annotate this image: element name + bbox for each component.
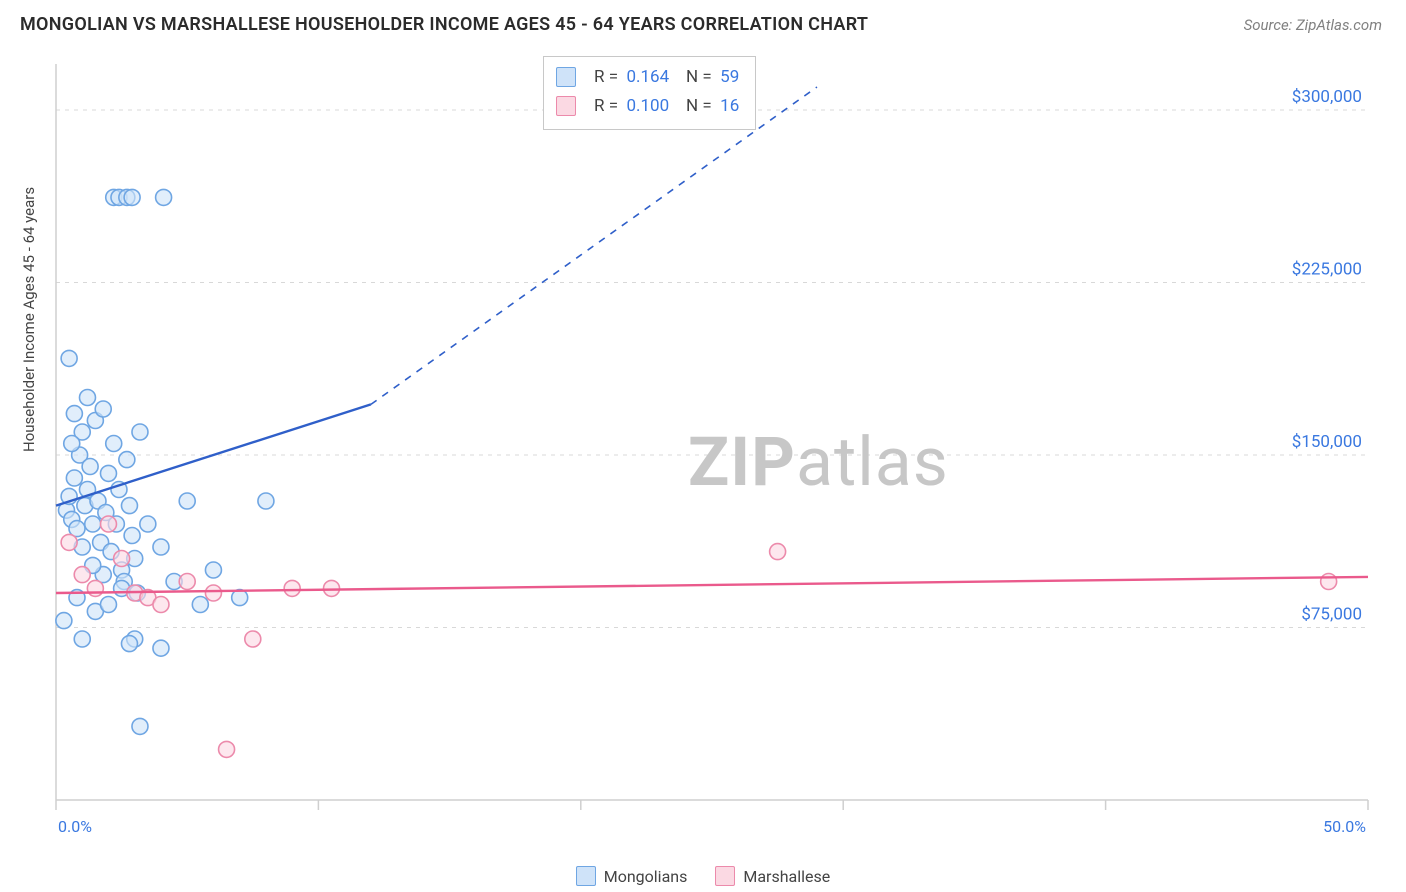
legend-label: Marshallese xyxy=(743,867,830,886)
svg-text:0.0%: 0.0% xyxy=(58,817,92,836)
legend-label: Mongolians xyxy=(604,867,688,886)
bottom-legend: Mongolians Marshallese xyxy=(0,866,1406,886)
legend-swatch xyxy=(556,96,576,116)
scatter-plot: $75,000 $150,000 $225,000 $300,000 0.0% 50.0% xyxy=(48,52,1384,840)
svg-text:$150,000: $150,000 xyxy=(1292,432,1362,452)
chart-area: Householder Income Ages 45 - 64 years $7… xyxy=(48,52,1384,840)
svg-text:$75,000: $75,000 xyxy=(1301,605,1362,625)
legend-swatch xyxy=(576,866,596,886)
source-credit: Source: ZipAtlas.com xyxy=(1244,16,1382,34)
legend-item: Marshallese xyxy=(715,866,830,886)
legend-item: Mongolians xyxy=(576,866,688,886)
stats-row: R = 0.164 N = 59 xyxy=(556,63,739,92)
legend-swatch xyxy=(715,866,735,886)
stats-box: R = 0.164 N = 59R = 0.100 N = 16 xyxy=(543,56,756,130)
svg-text:$300,000: $300,000 xyxy=(1292,87,1362,107)
svg-text:50.0%: 50.0% xyxy=(1323,817,1366,836)
stats-text: R = 0.100 N = 16 xyxy=(594,92,739,121)
chart-title: MONGOLIAN VS MARSHALLESE HOUSEHOLDER INC… xyxy=(20,14,868,35)
stats-text: R = 0.164 N = 59 xyxy=(594,63,739,92)
legend-swatch xyxy=(556,67,576,87)
svg-text:$225,000: $225,000 xyxy=(1292,260,1362,280)
y-axis-label: Householder Income Ages 45 - 64 years xyxy=(20,187,38,452)
stats-row: R = 0.100 N = 16 xyxy=(556,92,739,121)
